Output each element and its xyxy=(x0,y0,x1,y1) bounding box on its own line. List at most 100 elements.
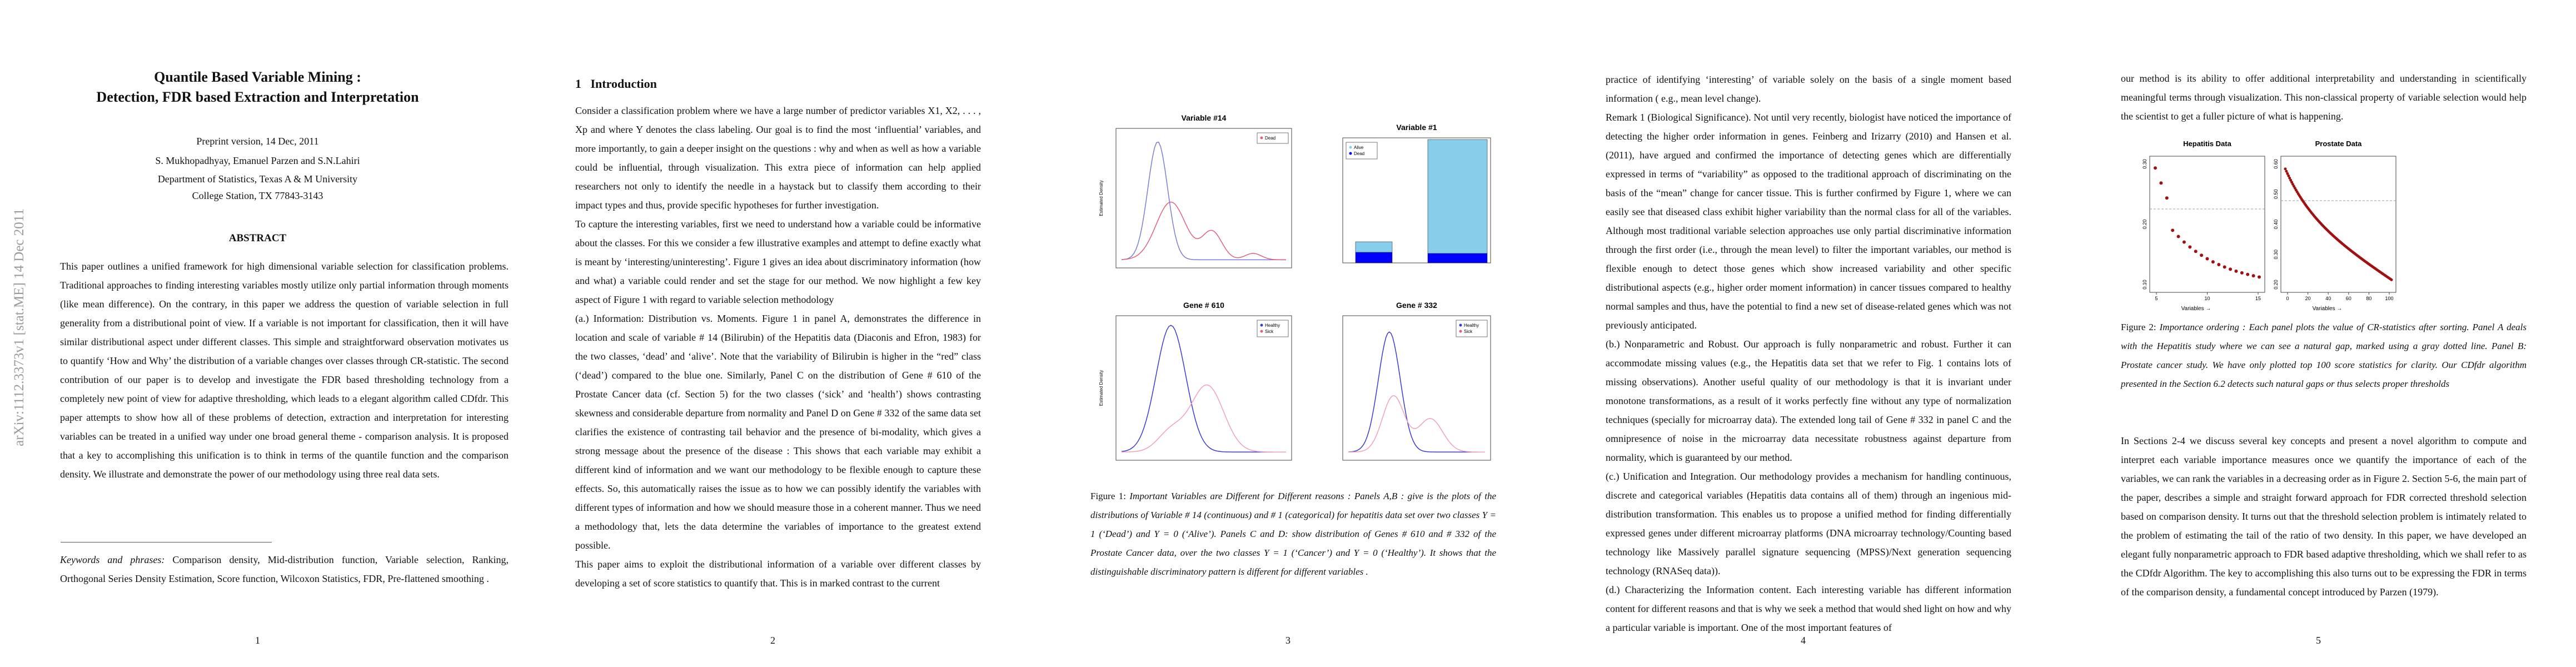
point xyxy=(2154,166,2157,170)
bar-segment xyxy=(1427,139,1488,254)
point xyxy=(2287,174,2290,177)
caption: Figure 1: Important Variables are Differ… xyxy=(1090,487,1496,581)
legend-swatch xyxy=(1349,152,1352,155)
paragraph: (b.) Nonparametric and Robust. Our appro… xyxy=(1606,339,2011,463)
point xyxy=(2284,167,2287,171)
bar-segment xyxy=(1355,252,1393,263)
figure-2: Hepatitis Data 5 10 15 0.30 0.20 0.10 Variables… xyxy=(2142,140,2396,312)
y-tick-label: 0.60 xyxy=(2273,159,2279,169)
legend-label: Sick xyxy=(1464,329,1473,334)
point xyxy=(2223,265,2226,269)
density-curve xyxy=(1121,201,1286,261)
legend-label: Dead xyxy=(1354,151,1364,156)
caption-label: Figure 2: xyxy=(2121,322,2156,332)
paragraph: This paper aims to exploit the distribut… xyxy=(575,559,981,589)
abstract-text: This paper outlines a unified framework … xyxy=(60,261,509,480)
point xyxy=(2240,271,2244,275)
plot-frame xyxy=(1342,315,1491,461)
caption-text: Figure 1: Important Variables are Differ… xyxy=(1090,487,1496,581)
legend-box xyxy=(1257,132,1289,144)
panel-title: Gene # 332 xyxy=(1396,301,1437,310)
point xyxy=(2194,250,2198,253)
paragraph: our method is its ability to offer addit… xyxy=(2121,73,2527,122)
paragraph: (a.) Information: Distribution vs. Momen… xyxy=(575,313,981,551)
x-tick-label: 0 xyxy=(2286,296,2289,301)
legend-swatch xyxy=(1459,323,1462,327)
keywords-block: Keywords and phrases: Comparison density… xyxy=(60,550,509,588)
page-4: practice of identifying ‘interesting’ of… xyxy=(1546,0,2061,667)
point xyxy=(2205,257,2209,261)
section-number: 1 xyxy=(575,77,581,91)
point xyxy=(2288,176,2291,180)
section-title: Introduction xyxy=(590,77,657,91)
body-text: our method is its ability to offer addit… xyxy=(2121,69,2527,126)
x-tick-label: 60 xyxy=(2346,296,2351,301)
page-number: 4 xyxy=(1801,635,1806,646)
caption-body: Importance ordering : Each panel plots t… xyxy=(2121,322,2527,389)
y-tick-label: 0.30 xyxy=(2142,159,2148,169)
point xyxy=(2289,178,2293,182)
bar-segment xyxy=(1427,253,1488,263)
y-axis-label: Estimated Density xyxy=(1099,180,1104,216)
plot-frame xyxy=(1115,315,1292,461)
body-text: Consider a classification problem where … xyxy=(575,101,981,593)
density-curve xyxy=(1121,325,1286,452)
x-tick-label: 10 xyxy=(2204,296,2210,301)
authors: S. Mukhopadhyay, Emanuel Parzen and S.N.… xyxy=(155,155,360,166)
legend-label: Healthy xyxy=(1265,323,1280,328)
abstract: This paper outlines a unified framework … xyxy=(60,257,509,484)
paragraph: practice of identifying ‘interesting’ of… xyxy=(1606,74,2011,104)
density-curve xyxy=(1121,384,1286,452)
legend-swatch xyxy=(1459,330,1462,333)
density-curve xyxy=(1121,141,1286,261)
legend-swatch xyxy=(1349,146,1352,149)
x-axis-label: Variables → xyxy=(2313,306,2343,312)
panel-title: Prostate Data xyxy=(2315,140,2363,148)
paragraph: Consider a classification problem where … xyxy=(575,105,981,211)
plot-frame xyxy=(2280,156,2396,293)
page-number: 1 xyxy=(255,635,260,646)
x-tick-label: 80 xyxy=(2366,296,2371,301)
y-axis-label: Estimated Density xyxy=(1099,370,1104,406)
page-5: our method is its ability to offer addit… xyxy=(2061,0,2576,667)
address: College Station, TX 77843-3143 xyxy=(192,190,323,201)
density-curve xyxy=(1348,331,1485,452)
point xyxy=(2171,228,2175,232)
y-tick-label: 0.40 xyxy=(2273,220,2279,230)
point xyxy=(2285,170,2288,173)
y-tick-label: 0.30 xyxy=(2273,250,2279,260)
panel-title: Hepatitis Data xyxy=(2183,140,2231,148)
point xyxy=(2217,263,2221,267)
legend-box xyxy=(1346,142,1378,160)
y-tick-label: 0.10 xyxy=(2142,280,2148,290)
section-heading: 1 Introduction xyxy=(575,77,657,91)
paragraph: To capture the interesting variables, fi… xyxy=(575,218,981,305)
point xyxy=(2200,253,2204,257)
title-line: Quantile Based Variable Mining : xyxy=(154,69,361,85)
legend-swatch xyxy=(1260,136,1263,140)
legend-box xyxy=(1257,320,1289,337)
caption: Figure 2: Importance ordering : Each pan… xyxy=(2121,318,2527,394)
density-curve xyxy=(1348,395,1485,452)
paragraph: Remark 1 (Biological Significance). Not … xyxy=(1606,112,2011,331)
point xyxy=(2234,269,2238,273)
page-number: 2 xyxy=(770,635,775,646)
paragraph: (d.) Characterizing the Information cont… xyxy=(1606,584,2012,633)
paragraph: In Sections 2-4 we discuss several key c… xyxy=(2121,435,2527,598)
page-2: 1 Introduction Consider a classification… xyxy=(515,0,1030,667)
point xyxy=(2165,196,2169,200)
keywords-label: Keywords and phrases: xyxy=(60,554,165,565)
y-tick-label: 0.50 xyxy=(2273,189,2279,199)
legend-swatch xyxy=(1260,323,1263,327)
bar-segment xyxy=(1355,241,1393,253)
panel-title: Gene # 610 xyxy=(1183,301,1224,310)
caption-label: Figure 1: xyxy=(1090,491,1126,501)
panel-title: Variable #14 xyxy=(1182,113,1227,122)
legend-box xyxy=(1456,320,1488,337)
keywords-text: Comparison density, Mid-distribution fun… xyxy=(60,554,509,584)
legend-label: Sick xyxy=(1265,329,1274,334)
point xyxy=(2176,235,2180,238)
point xyxy=(2258,275,2261,279)
